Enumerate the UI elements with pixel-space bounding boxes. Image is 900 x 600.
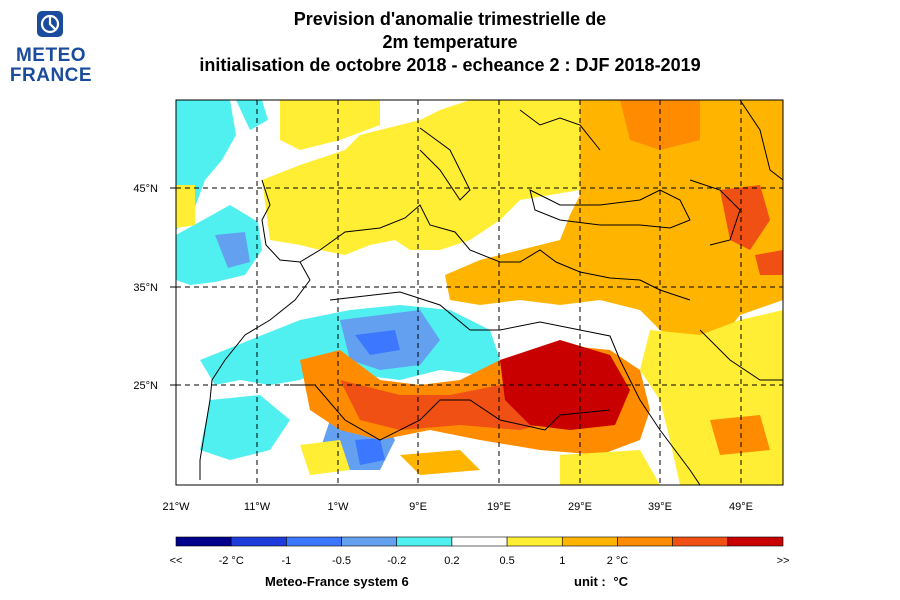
colorbar-label: 2 °C xyxy=(607,555,629,567)
colorbar: << -2 °C -1 -0.5 -0.2 0.2 0.5 1 2 °C >> xyxy=(170,536,790,567)
logo-text-meteo: METEO xyxy=(15,45,87,66)
colorbar-label: >> xyxy=(777,555,790,567)
colorbar-swatch xyxy=(451,536,508,547)
colorbar-label: 0.2 xyxy=(444,555,459,567)
colorbar-swatch xyxy=(617,536,673,547)
colorbar-swatch xyxy=(286,536,342,547)
colorbar-label: -0.5 xyxy=(332,555,351,567)
lon-label: 39°E xyxy=(648,501,672,513)
colorbar-label: << xyxy=(170,555,183,567)
title-line-2: 2m temperature xyxy=(382,32,518,52)
colorbar-label: -1 xyxy=(281,555,291,567)
meteo-france-logo-icon xyxy=(37,11,63,37)
colorbar-label: 1 xyxy=(559,555,565,567)
model-system-label: Meteo-France system 6 xyxy=(265,574,409,589)
longitude-labels: 21°W 11°W 1°W 9°E 19°E 29°E 39°E 49°E xyxy=(162,501,753,513)
lon-label: 1°W xyxy=(328,501,350,513)
coastlines xyxy=(199,100,783,485)
lon-label: 29°E xyxy=(568,501,592,513)
colorbar-swatch xyxy=(727,536,784,547)
lat-label: 35°N xyxy=(133,282,158,294)
lon-label: 11°W xyxy=(244,501,271,513)
colorbar-swatch xyxy=(506,536,563,547)
graticule xyxy=(176,100,783,485)
lon-label: 19°E xyxy=(487,501,511,513)
lon-label: 21°W xyxy=(162,501,190,513)
colorbar-swatch xyxy=(230,536,287,547)
colorbar-swatch xyxy=(396,536,453,547)
latitude-labels: 45°N 35°N 25°N xyxy=(133,183,158,392)
unit-value: °C xyxy=(613,574,628,589)
lon-label: 9°E xyxy=(409,501,427,513)
title-line-3: initialisation de octobre 2018 - echeanc… xyxy=(199,55,701,75)
lat-label: 25°N xyxy=(133,380,158,392)
colorbar-swatch xyxy=(561,536,618,547)
map-field xyxy=(176,100,783,485)
colorbar-swatch xyxy=(175,536,232,547)
unit-caption: unit : xyxy=(574,574,606,589)
unit-label: unit : °C xyxy=(570,574,628,589)
colorbar-label: -0.2 xyxy=(387,555,406,567)
map-title: Prevision d'anomalie trimestrielle de 2m… xyxy=(150,8,750,77)
logo-text-france: FRANCE xyxy=(9,65,93,86)
title-line-1: Prevision d'anomalie trimestrielle de xyxy=(293,9,607,29)
colorbar-swatch xyxy=(341,536,398,547)
colorbar-label: 0.5 xyxy=(499,555,514,567)
lat-label: 45°N xyxy=(133,183,158,195)
colorbar-swatch xyxy=(672,536,729,547)
lon-label: 49°E xyxy=(729,501,753,513)
colorbar-label: -2 °C xyxy=(219,555,244,567)
meteo-france-logo: METEO FRANCE xyxy=(8,10,92,90)
map-frame xyxy=(175,99,784,486)
axis-ticks xyxy=(170,187,176,386)
